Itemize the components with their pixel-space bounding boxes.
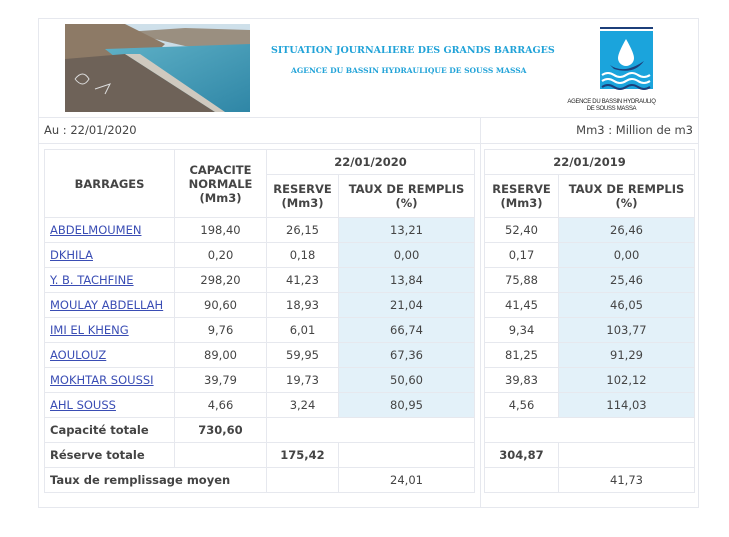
reserve-cell: 0,17 (484, 242, 559, 268)
taux-cell: 50,60 (337, 367, 476, 393)
reserve-cell: 81,25 (484, 342, 559, 368)
agency-logo: AGENCE DU BASSIN HYDRAULIQ DE SOUSS MASSA (564, 25, 659, 115)
taux-cell: 25,46 (557, 267, 696, 293)
reserve-cell: 3,24 (266, 392, 339, 418)
table-row: 81,25 91,29 (484, 342, 696, 368)
table-row: MOKHTAR SOUSSI 39,79 19,73 50,60 (44, 367, 476, 393)
taux-cell: 26,46 (557, 217, 696, 243)
reserve-cell: 6,01 (266, 317, 339, 343)
capacite-cell: 198,40 (174, 217, 267, 243)
table-row: 39,83 102,12 (484, 367, 696, 393)
table-2020: BARRAGES CAPACITE NORMALE (Mm3) 22/01/20… (44, 149, 476, 493)
dam-link[interactable]: ABDELMOUMEN (50, 223, 142, 237)
dam-link[interactable]: AHL SOUSS (50, 398, 116, 412)
reserve-cell: 41,23 (266, 267, 339, 293)
capacite-cell: 89,00 (174, 342, 267, 368)
report-title: SITUATION JOURNALIERE DES GRANDS BARRAGE… (271, 45, 555, 56)
col-capacite: CAPACITE NORMALE (Mm3) (174, 149, 267, 218)
taux-cell: 67,36 (337, 342, 476, 368)
taux-cell: 80,95 (337, 392, 476, 418)
reserve-cell: 19,73 (266, 367, 339, 393)
table-row: 0,17 0,00 (484, 242, 696, 268)
table-row: Y. B. TACHFINE 298,20 41,23 13,84 (44, 267, 476, 293)
unit-note: Mm3 : Million de m3 (576, 123, 693, 137)
reserve-cell: 75,88 (484, 267, 559, 293)
table-row: 41,45 46,05 (484, 292, 696, 318)
report-header: SITUATION JOURNALIERE DES GRANDS BARRAGE… (39, 19, 698, 118)
date-row: Au : 22/01/2020 Mm3 : Million de m3 (39, 117, 698, 144)
col-reserve-2019: RESERVE (Mm3) (484, 174, 559, 218)
reserve-cell: 39,83 (484, 367, 559, 393)
taux-cell: 13,84 (337, 267, 476, 293)
report-panel: SITUATION JOURNALIERE DES GRANDS BARRAGE… (38, 18, 699, 508)
table-row: 75,88 25,46 (484, 267, 696, 293)
dam-photo (65, 24, 250, 112)
col-date-2020: 22/01/2020 (265, 149, 476, 175)
taux-cell: 0,00 (337, 242, 476, 268)
taux-cell: 46,05 (557, 292, 696, 318)
table-row: ABDELMOUMEN 198,40 26,15 13,21 (44, 217, 476, 243)
dam-link[interactable]: IMI EL KHENG (50, 323, 129, 337)
col-reserve-2020: RESERVE (Mm3) (266, 174, 339, 218)
agency-name: AGENCE DU BASSIN HYDRAULIQUE DE SOUSS MA… (291, 66, 527, 75)
table-row: MOULAY ABDELLAH 90,60 18,93 21,04 (44, 292, 476, 318)
table-row: 52,40 26,46 (484, 217, 696, 243)
reserve-cell: 41,45 (484, 292, 559, 318)
capacite-cell: 9,76 (174, 317, 267, 343)
dam-link[interactable]: MOULAY ABDELLAH (50, 298, 164, 312)
capacite-cell: 39,79 (174, 367, 267, 393)
total-capacity-row: Capacité totale 730,60 (44, 417, 476, 443)
total-capacity-row (483, 417, 696, 443)
col-barrages: BARRAGES (44, 149, 175, 218)
table-row: 9,34 103,77 (484, 317, 696, 343)
reserve-cell: 9,34 (484, 317, 559, 343)
logo-text: AGENCE DU BASSIN HYDRAULIQ DE SOUSS MASSA (567, 99, 656, 112)
table-row: AOULOUZ 89,00 59,95 67,36 (44, 342, 476, 368)
table-2019: 22/01/2019 RESERVE (Mm3) TAUX DE REMPLIS… (483, 149, 696, 493)
average-fill-row: 41,73 (484, 467, 696, 493)
table-row: IMI EL KHENG 9,76 6,01 66,74 (44, 317, 476, 343)
taux-cell: 114,03 (557, 392, 696, 418)
dam-link[interactable]: MOKHTAR SOUSSI (50, 373, 154, 387)
capacite-cell: 0,20 (174, 242, 267, 268)
reserve-cell: 4,56 (484, 392, 559, 418)
average-fill-row: Taux de remplissage moyen 24,01 (44, 467, 476, 493)
taux-cell: 21,04 (337, 292, 476, 318)
total-reserve-row: Réserve totale 175,42 (44, 442, 476, 468)
dam-link[interactable]: DKHILA (50, 248, 93, 262)
reserve-cell: 52,40 (484, 217, 559, 243)
col-taux-2020: TAUX DE REMPLIS (%) (337, 174, 476, 218)
reserve-cell: 18,93 (266, 292, 339, 318)
capacite-cell: 298,20 (174, 267, 267, 293)
table-row: AHL SOUSS 4,66 3,24 80,95 (44, 392, 476, 418)
taux-cell: 0,00 (557, 242, 696, 268)
col-date-2019: 22/01/2019 (483, 149, 696, 175)
reserve-cell: 26,15 (266, 217, 339, 243)
dam-link[interactable]: AOULOUZ (50, 348, 107, 362)
report-date: Au : 22/01/2020 (44, 123, 137, 137)
reserve-cell: 0,18 (266, 242, 339, 268)
capacite-cell: 90,60 (174, 292, 267, 318)
taux-cell: 66,74 (337, 317, 476, 343)
taux-cell: 102,12 (557, 367, 696, 393)
taux-cell: 103,77 (557, 317, 696, 343)
taux-cell: 13,21 (337, 217, 476, 243)
capacite-cell: 4,66 (174, 392, 267, 418)
table-row: DKHILA 0,20 0,18 0,00 (44, 242, 476, 268)
taux-cell: 91,29 (557, 342, 696, 368)
total-reserve-row: 304,87 (484, 442, 696, 468)
table-row: 4,56 114,03 (484, 392, 696, 418)
reserve-cell: 59,95 (266, 342, 339, 368)
dam-link[interactable]: Y. B. TACHFINE (50, 273, 134, 287)
col-taux-2019: TAUX DE REMPLIS (%) (557, 174, 696, 218)
